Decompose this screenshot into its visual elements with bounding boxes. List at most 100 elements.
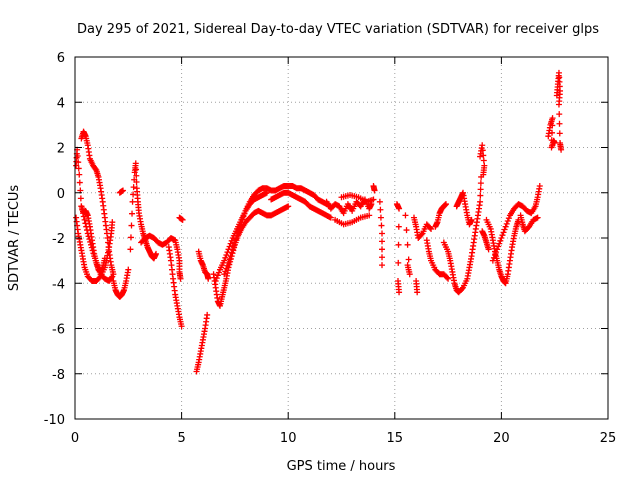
data-point-marker <box>119 187 126 194</box>
y-tick-label: -4 <box>52 277 65 292</box>
data-point-marker <box>370 196 377 203</box>
data-point-marker <box>110 271 117 278</box>
data-point-marker <box>534 214 541 221</box>
data-point-marker <box>178 323 185 330</box>
data-point-marker <box>75 165 82 172</box>
x-tick-label: 10 <box>280 431 297 446</box>
grid-lines <box>75 57 608 419</box>
data-point-marker <box>489 257 496 264</box>
data-point-marker <box>127 234 134 241</box>
data-point-marker <box>215 269 222 276</box>
y-tick-label: 0 <box>57 187 65 202</box>
x-tick-label: 0 <box>71 431 79 446</box>
x-axis-label: GPS time / hours <box>287 459 396 474</box>
data-point-marker <box>132 160 139 167</box>
data-point-marker <box>204 311 211 318</box>
data-point-marker <box>500 229 507 236</box>
data-point-marker <box>479 147 486 154</box>
y-tick-label: -6 <box>52 323 65 338</box>
data-point-marker <box>396 289 403 296</box>
data-point-marker <box>444 274 451 281</box>
data-point-marker <box>503 220 510 227</box>
data-point-marker <box>377 214 384 221</box>
data-point-marker <box>228 249 235 256</box>
data-point-marker <box>379 230 386 237</box>
data-point-marker <box>81 216 88 223</box>
axis-ticks: 0 5 10 15 20 25 -10 -8 -6 -4 -2 0 2 4 6 <box>44 51 617 446</box>
data-point-marker <box>234 232 241 239</box>
data-point-marker <box>377 206 384 213</box>
data-point-marker <box>379 262 386 269</box>
data-point-marker <box>76 179 83 186</box>
data-point-marker <box>458 285 465 292</box>
data-point-marker <box>504 218 511 225</box>
data-point-marker <box>501 226 508 233</box>
data-point-marker <box>405 256 412 263</box>
data-point-marker <box>480 157 487 164</box>
data-point-marker <box>494 246 501 253</box>
data-point-marker <box>497 237 504 244</box>
data-point-marker <box>495 243 502 250</box>
data-point-marker <box>549 129 556 136</box>
data-point-marker <box>76 171 83 178</box>
data-point-marker <box>92 165 99 172</box>
data-point-marker <box>499 232 506 239</box>
data-point-marker <box>479 142 486 149</box>
data-point-marker <box>238 219 245 226</box>
data-point-marker <box>77 195 84 202</box>
data-point-marker <box>227 253 234 260</box>
data-point-marker <box>224 262 231 269</box>
data-point-marker <box>212 277 219 284</box>
y-tick-label: 2 <box>57 142 65 157</box>
data-point-marker <box>130 184 137 191</box>
data-point-marker <box>498 235 505 241</box>
data-point-marker <box>414 289 421 296</box>
y-tick-label: -2 <box>52 232 65 247</box>
data-point-marker <box>133 179 140 186</box>
x-tick-label: 5 <box>177 431 185 446</box>
data-point-marker <box>468 216 475 223</box>
data-point-marker <box>551 139 558 146</box>
data-point-marker <box>480 152 487 159</box>
data-point-marker <box>213 275 220 282</box>
data-point-marker <box>403 227 410 234</box>
data-point-marker <box>395 259 402 266</box>
data-point-marker <box>177 275 184 282</box>
data-point-marker <box>395 223 402 230</box>
data-point-marker <box>223 265 230 272</box>
data-point-marker <box>477 198 484 205</box>
data-point-marker <box>428 225 435 232</box>
data-point-marker <box>395 241 402 248</box>
data-point-marker <box>205 275 212 282</box>
data-point-marker <box>109 219 116 226</box>
x-tick-label: 15 <box>387 431 404 446</box>
x-tick-label: 25 <box>600 431 617 446</box>
data-point-marker <box>125 266 132 273</box>
data-point-marker <box>376 198 383 205</box>
data-point-marker <box>445 275 452 282</box>
y-tick-label: -8 <box>52 368 65 383</box>
data-point-marker <box>492 251 499 258</box>
x-tick-label: 20 <box>493 431 510 446</box>
data-points <box>73 69 565 375</box>
data-point-marker <box>108 274 115 281</box>
data-point-marker <box>505 215 512 222</box>
data-point-marker <box>75 159 82 166</box>
data-point-marker <box>153 250 160 257</box>
data-point-marker <box>480 171 487 178</box>
data-point-marker <box>237 222 244 229</box>
data-point-marker <box>128 222 135 229</box>
data-point-marker <box>404 241 411 248</box>
data-point-marker <box>496 240 503 247</box>
data-point-marker <box>556 130 563 137</box>
data-point-marker <box>221 257 228 264</box>
data-point-marker <box>477 180 484 187</box>
data-point-marker <box>536 182 543 189</box>
data-point-marker <box>133 166 140 173</box>
data-point-marker <box>241 210 248 217</box>
data-point-marker <box>426 224 433 231</box>
data-point-marker <box>327 214 334 221</box>
data-point-marker <box>235 229 242 236</box>
data-point-marker <box>549 115 556 122</box>
